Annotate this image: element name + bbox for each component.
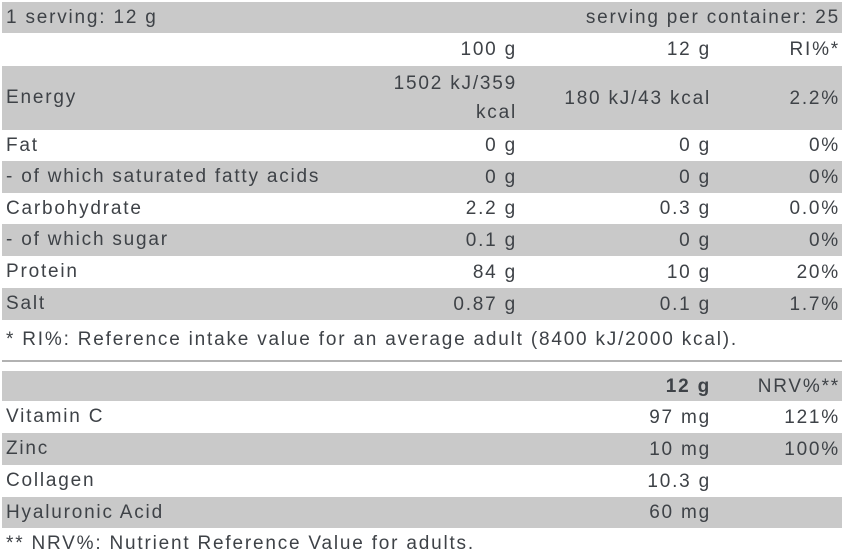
value-ri-percent: 0% bbox=[808, 166, 840, 188]
nutrition-table-header-row: 100 g 12 g RI%* bbox=[2, 33, 842, 66]
value-per-12g: 10.3 g bbox=[647, 470, 711, 492]
nutrient-label: - of which saturated fatty acids bbox=[6, 166, 321, 187]
nutrient-row-salt: Salt 0.87 g 0.1 g 1.7% bbox=[2, 288, 842, 320]
value-per-12g: 10 mg bbox=[649, 438, 711, 460]
value-per-100g: 0.87 g bbox=[453, 293, 517, 315]
value-per-100g: 0.1 g bbox=[465, 229, 517, 251]
value-ri-percent: 2.2% bbox=[789, 87, 840, 109]
value-nrv-percent: 121% bbox=[784, 406, 840, 428]
nutrient-label: Carbohydrate bbox=[6, 197, 143, 219]
ri-footnote: * RI%: Reference intake value for an ave… bbox=[6, 329, 738, 350]
nutrient-row-energy: Energy 1502 kJ/359 kcal 180 kJ/43 kcal 2… bbox=[2, 66, 842, 130]
supplement-label: Zinc bbox=[6, 438, 50, 459]
supplement-label: Hyaluronic Acid bbox=[6, 501, 164, 523]
value-per-12g: 0.3 g bbox=[659, 198, 711, 219]
nrv-footnote: ** NRV%: Nutrient Reference Value for ad… bbox=[6, 532, 475, 554]
header-nrv-percent: NRV%** bbox=[757, 375, 840, 397]
nutrient-label: Salt bbox=[6, 293, 46, 314]
value-per-12g: 0 g bbox=[679, 229, 711, 251]
value-per-12g: 60 mg bbox=[649, 502, 711, 523]
nutrient-label: Energy bbox=[6, 87, 78, 108]
value-ri-percent: 0.0% bbox=[789, 198, 840, 219]
nutrient-row-protein: Protein 84 g 10 g 20% bbox=[2, 256, 842, 288]
value-per-12g: 0 g bbox=[679, 166, 711, 188]
value-per-12g: 0 g bbox=[679, 135, 711, 156]
value-per-100g: 2.2 g bbox=[465, 198, 517, 219]
value-ri-percent: 0% bbox=[808, 135, 840, 156]
value-ri-percent: 1.7% bbox=[789, 293, 840, 315]
value-nrv-percent bbox=[713, 465, 842, 497]
supplement-row-zinc: Zinc 10 mg 100% bbox=[2, 433, 842, 465]
header-per-12g: 12 g bbox=[665, 375, 711, 397]
supplement-label: Collagen bbox=[6, 470, 96, 491]
value-per-100g: 0 g bbox=[485, 135, 517, 156]
header-empty-cell bbox=[2, 33, 374, 66]
supplement-row-hyaluronic-acid: Hyaluronic Acid 60 mg bbox=[2, 497, 842, 528]
nutrient-row-saturated-fat: - of which saturated fatty acids 0 g 0 g… bbox=[2, 161, 842, 193]
value-ri-percent: 20% bbox=[796, 261, 840, 283]
nutrient-row-fat: Fat 0 g 0 g 0% bbox=[2, 130, 842, 161]
value-nrv-percent bbox=[713, 497, 842, 528]
value-per-12g: 180 kJ/43 kcal bbox=[564, 87, 711, 109]
nutrient-label: - of which sugar bbox=[6, 229, 169, 250]
header-per-12g: 12 g bbox=[666, 39, 711, 60]
value-per-12g: 10 g bbox=[666, 261, 711, 283]
serving-size-label: 1 serving: 12 g bbox=[6, 6, 158, 28]
value-nrv-percent: 100% bbox=[784, 438, 840, 460]
supplement-table: 12 g NRV%** Vitamin C 97 mg 121% Zinc 10… bbox=[2, 371, 842, 528]
nutrient-row-sugar: - of which sugar 0.1 g 0 g 0% bbox=[2, 224, 842, 256]
value-per-12g: 97 mg bbox=[649, 406, 711, 428]
supplement-label: Vitamin C bbox=[6, 406, 105, 427]
supplement-row-vitamin-c: Vitamin C 97 mg 121% bbox=[2, 401, 842, 433]
value-per-100g: 1502 kJ/359 kcal bbox=[393, 73, 517, 123]
nutrition-table: 100 g 12 g RI%* Energy 1502 kJ/359 kcal … bbox=[2, 33, 842, 320]
header-empty-cell bbox=[2, 371, 374, 401]
nutrient-row-carbohydrate: Carbohydrate 2.2 g 0.3 g 0.0% bbox=[2, 193, 842, 224]
value-per-100g: 0 g bbox=[485, 166, 517, 188]
value-per-12g: 0.1 g bbox=[659, 293, 711, 315]
table-divider bbox=[2, 360, 842, 362]
serving-info-bar: 1 serving: 12 g serving per container: 2… bbox=[2, 2, 842, 33]
supplement-row-collagen: Collagen 10.3 g bbox=[2, 465, 842, 497]
header-ri-percent: RI%* bbox=[789, 39, 840, 60]
header-per-100g: 100 g bbox=[460, 39, 517, 60]
servings-per-container-label: serving per container: 25 bbox=[585, 6, 840, 28]
nutrient-label: Fat bbox=[6, 134, 39, 156]
value-per-100g: 84 g bbox=[472, 261, 517, 283]
nutrient-label: Protein bbox=[6, 261, 79, 282]
value-ri-percent: 0% bbox=[808, 229, 840, 251]
supplement-table-header-row: 12 g NRV%** bbox=[2, 371, 842, 401]
